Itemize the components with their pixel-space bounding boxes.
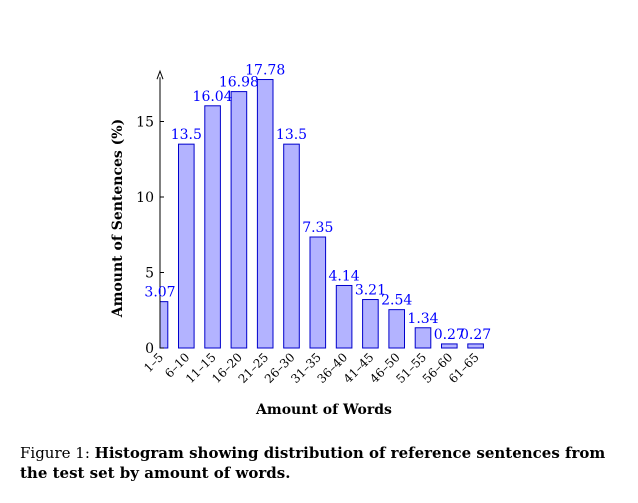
bar-3	[204, 105, 221, 349]
bar-value-label: 13.5	[171, 127, 202, 143]
y-tick-label: 0	[145, 341, 154, 357]
bar-9	[362, 299, 379, 349]
y-axis-arrow	[156, 69, 164, 80]
bar-7	[309, 236, 327, 349]
bar-12	[441, 343, 458, 349]
bar-value-label: 2.54	[381, 293, 412, 309]
bars-group	[159, 79, 484, 349]
bar-2	[178, 143, 195, 349]
y-tick-label: 15	[136, 115, 154, 131]
bar-value-label: 16.98	[219, 75, 259, 91]
y-tick-label: 5	[145, 266, 154, 282]
x-axis-label: Amount of Words	[255, 402, 392, 418]
bar-5	[256, 79, 274, 349]
x-tick-label: 61–65	[446, 350, 482, 386]
bar-4	[230, 91, 248, 349]
bar-value-label: 3.07	[144, 285, 175, 301]
bar-value-label: 7.35	[302, 220, 333, 236]
bar-11	[414, 327, 432, 349]
bar-value-label: 1.34	[407, 311, 438, 327]
bar-1	[159, 301, 169, 349]
bar-8	[335, 284, 353, 349]
bar-value-label: 3.21	[355, 283, 386, 299]
bar-value-label: 0.27	[460, 327, 491, 343]
bar-value-label: 4.14	[329, 268, 360, 284]
bar-value-label: 0.27	[434, 327, 465, 343]
axes-group	[156, 69, 164, 348]
bar-value-label: 17.78	[245, 63, 285, 79]
caption-label: Figure 1:	[20, 444, 95, 462]
y-tick-label: 10	[136, 190, 154, 206]
caption-text: Histogram showing distribution of refere…	[20, 444, 606, 482]
bar-value-label: 13.5	[276, 127, 307, 143]
figure-caption: Figure 1: Histogram showing distribution…	[20, 443, 610, 483]
bar-6	[283, 143, 300, 349]
histogram-chart: 0510151–56–1011–1516–2021–2526–3031–3536…	[110, 63, 491, 418]
y-axis-label: Amount of Sentences (%)	[110, 119, 126, 318]
bar-value-label: 16.04	[193, 89, 233, 105]
bar-10	[388, 309, 405, 349]
bar-13	[467, 343, 484, 349]
